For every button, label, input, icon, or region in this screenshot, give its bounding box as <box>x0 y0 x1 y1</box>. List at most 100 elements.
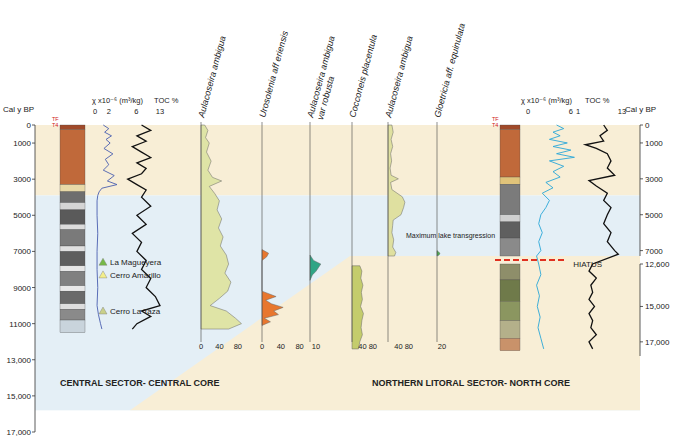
baseline <box>201 122 202 342</box>
curve <box>128 125 160 329</box>
baseline <box>310 122 311 342</box>
baseline <box>262 122 263 342</box>
lithology-unit <box>60 230 85 246</box>
lithology-unit <box>60 271 85 285</box>
lithology-unit <box>500 125 520 129</box>
tick-label: 0 <box>260 342 264 351</box>
lithology-unit <box>60 246 85 251</box>
tick-label: 80 <box>369 342 377 351</box>
tick-label: 0 <box>93 107 97 116</box>
panel-area: Urosolenia aff eriensis 0 40 80 <box>257 29 303 351</box>
title-group: Cocconeis placentula <box>347 33 379 118</box>
area <box>388 125 405 256</box>
tick-label: 2 <box>107 107 111 116</box>
title-group: Aulacoseira ambigua <box>196 35 228 120</box>
lithology-unit <box>60 224 85 229</box>
taxon-title: Gloetricia aff. equinulata <box>432 22 467 118</box>
tick-label: 80 <box>295 342 303 351</box>
baseline <box>388 122 389 342</box>
tephra-label: Cerro La Taza <box>110 307 161 316</box>
plot-area <box>437 251 440 256</box>
tick-label: 80 <box>405 342 413 351</box>
tick-label: 1000 <box>13 139 31 148</box>
plot-area <box>537 125 575 349</box>
tick-label: 13,000 <box>7 356 32 365</box>
lithology-unit <box>60 125 85 130</box>
tick-label: 40 <box>277 342 285 351</box>
tick-label: 20 <box>438 342 446 351</box>
tick-label: 3000 <box>645 175 663 184</box>
plot-area <box>310 255 321 280</box>
tick-label: 0 <box>526 107 530 116</box>
tick-label: 40 <box>215 342 223 351</box>
area <box>262 250 283 326</box>
axis-title: Cal y BP <box>3 105 34 114</box>
lithology-unit <box>60 309 85 320</box>
tick <box>32 395 35 396</box>
panel-lithology: TFT4 <box>52 116 85 333</box>
tick-label: 5000 <box>645 211 663 220</box>
curve-label: χ x10⁻⁶ (m³/kg) <box>92 96 143 105</box>
curve <box>585 125 618 349</box>
tick-label: 40 <box>358 342 366 351</box>
curve <box>537 125 575 349</box>
tick-label: 15,000 <box>7 392 32 401</box>
lithology-unit <box>500 280 520 301</box>
hiatus-label: HIATUS <box>573 260 602 269</box>
panel-line: TOC %113 <box>576 96 626 349</box>
title-group: Urosolenia aff eriensis <box>257 29 290 118</box>
tick <box>640 250 643 251</box>
tick <box>32 215 35 216</box>
tick-label: 11000 <box>9 320 31 329</box>
tick-label: 7000 <box>645 247 663 256</box>
lithology-unit <box>500 222 520 238</box>
tick <box>640 214 643 215</box>
area <box>352 266 363 349</box>
lithology-unit <box>500 129 520 177</box>
tick <box>32 125 35 126</box>
panel-area: Aulacoseira ambigua04080 <box>196 35 242 351</box>
tick-label: 17,000 <box>7 428 32 437</box>
taxon-title: Aulacoseira ambiguavar robusta <box>305 35 346 122</box>
tick <box>640 178 643 179</box>
tick-label: 0 <box>199 342 203 351</box>
tick-label: 0 <box>27 121 32 130</box>
tick-label: 6 <box>569 107 573 116</box>
tick-label: 6 <box>134 107 138 116</box>
lithology-unit <box>60 291 85 304</box>
taxon-title: Aulacoseira ambigua <box>196 35 228 120</box>
tick-label: 0 <box>645 121 650 130</box>
axis-line <box>640 125 641 256</box>
left-axis: 0100030005000700090001100013,00015,00017… <box>3 105 35 437</box>
tick <box>32 359 35 360</box>
lithology-unit <box>60 130 85 185</box>
baseline <box>352 122 353 342</box>
lithology-unit <box>60 266 85 271</box>
lithology-unit <box>60 251 85 265</box>
curve-label: TOC % <box>585 96 610 105</box>
tick-label: 13 <box>156 107 164 116</box>
core-top-label: T4 <box>492 122 498 128</box>
taxon-title: Cocconeis placentula <box>347 33 379 118</box>
plot-area <box>388 125 405 256</box>
lithology-unit <box>500 215 520 222</box>
lithology-unit <box>500 321 520 339</box>
panel-area: Cocconeis placentula 4080 <box>347 33 379 351</box>
hiatus-line <box>495 259 567 261</box>
panel-line: χ x10⁻⁶ (m³/kg)06 <box>521 96 574 349</box>
tephra-marker <box>99 271 107 278</box>
chart: 0100030005000700090001100013,00015,00017… <box>0 0 685 438</box>
tick-label: 7000 <box>13 247 31 256</box>
tick <box>640 264 643 265</box>
tick <box>640 125 643 126</box>
panel-lithology: TFT4 <box>492 116 520 351</box>
area <box>437 251 440 256</box>
tick-label: 3000 <box>13 175 31 184</box>
lithology-unit <box>500 338 520 350</box>
tick <box>32 179 35 180</box>
taxon-title-line: var robusta <box>315 75 336 121</box>
tick <box>640 306 643 307</box>
plot-area <box>585 125 618 349</box>
lithology-unit <box>500 301 520 320</box>
lithology-unit <box>60 185 85 192</box>
